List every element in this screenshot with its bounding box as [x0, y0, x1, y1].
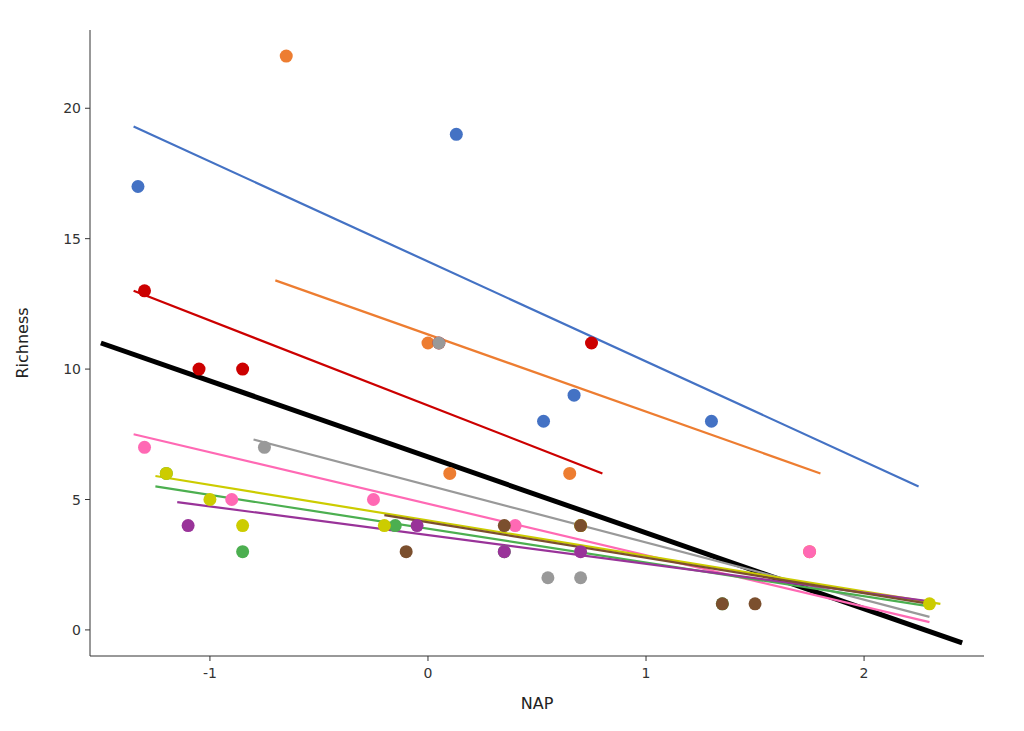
- global-regression-line: [101, 343, 962, 643]
- point: [574, 519, 587, 532]
- point: [537, 415, 550, 428]
- point: [411, 519, 424, 532]
- y-tick-label: 5: [72, 492, 81, 508]
- global-line-layer: [101, 343, 962, 643]
- point: [236, 519, 249, 532]
- point-layer: [131, 50, 936, 611]
- y-tick-label: 10: [63, 361, 81, 377]
- point: [138, 441, 151, 454]
- point: [716, 597, 729, 610]
- y-tick: [85, 238, 90, 239]
- x-tick-label: -1: [203, 665, 217, 681]
- x-axis-label: NAP: [521, 694, 554, 713]
- x-tick: [209, 656, 210, 661]
- point: [193, 363, 206, 376]
- y-tick-label: 0: [72, 622, 81, 638]
- point: [498, 519, 511, 532]
- point: [203, 493, 216, 506]
- point: [563, 467, 576, 480]
- plot-area: [101, 50, 962, 643]
- point: [367, 493, 380, 506]
- point: [716, 597, 729, 610]
- y-axis-label: Richness: [13, 307, 32, 378]
- point: [225, 493, 238, 506]
- point: [450, 128, 463, 141]
- regression-line: [134, 127, 919, 487]
- point: [574, 519, 587, 532]
- regression-line: [384, 515, 929, 604]
- point: [236, 363, 249, 376]
- point: [236, 545, 249, 558]
- point: [160, 467, 173, 480]
- regression-line: [155, 476, 940, 604]
- point: [443, 467, 456, 480]
- point: [258, 441, 271, 454]
- point: [432, 337, 445, 350]
- x-tick: [427, 656, 428, 661]
- y-tick-label: 20: [63, 100, 81, 116]
- point: [749, 597, 762, 610]
- point: [378, 519, 391, 532]
- point: [131, 180, 144, 193]
- point: [498, 545, 511, 558]
- point: [568, 389, 581, 402]
- y-tick: [85, 499, 90, 500]
- x-tick: [864, 656, 865, 661]
- x-tick-label: 2: [860, 665, 869, 681]
- axes: -101205101520: [63, 30, 984, 681]
- point: [585, 337, 598, 350]
- y-tick: [85, 629, 90, 630]
- regression-line: [134, 434, 930, 622]
- point: [182, 519, 195, 532]
- point: [803, 545, 816, 558]
- x-axis-line: [90, 656, 984, 657]
- chart: -101205101520NAPRichness: [0, 0, 1024, 731]
- point: [432, 337, 445, 350]
- point: [138, 284, 151, 297]
- x-tick-label: 1: [642, 665, 651, 681]
- x-tick: [646, 656, 647, 661]
- point: [280, 50, 293, 63]
- point: [923, 597, 936, 610]
- point: [541, 571, 554, 584]
- point: [574, 545, 587, 558]
- point: [160, 467, 173, 480]
- point: [803, 545, 816, 558]
- y-axis-line: [90, 30, 91, 656]
- point: [705, 415, 718, 428]
- y-tick: [85, 108, 90, 109]
- regression-line: [155, 486, 929, 606]
- line-layer: [134, 127, 941, 623]
- point: [574, 571, 587, 584]
- x-tick-label: 0: [424, 665, 433, 681]
- point: [498, 545, 511, 558]
- y-tick-label: 15: [63, 231, 81, 247]
- y-tick: [85, 369, 90, 370]
- regression-line: [134, 291, 603, 474]
- point: [400, 545, 413, 558]
